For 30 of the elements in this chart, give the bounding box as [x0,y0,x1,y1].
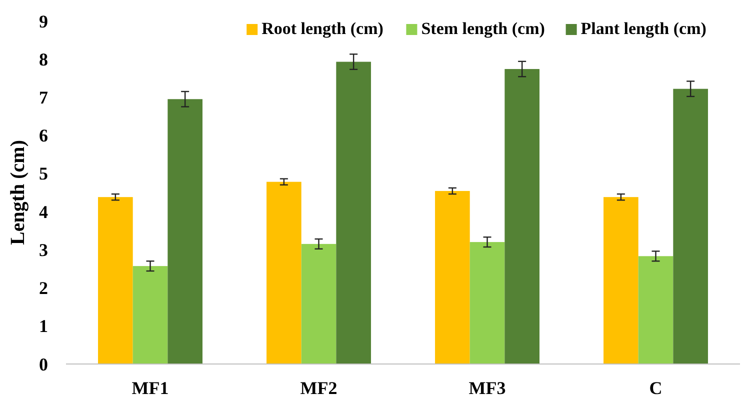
y-tick-label: 8 [39,49,48,70]
bar [98,197,133,364]
y-tick-label: 6 [39,126,48,146]
y-tick-label: 5 [39,164,48,184]
x-tick-label: MF3 [468,378,506,398]
bar [604,197,638,364]
y-tick-label: 3 [39,240,48,260]
x-tick-label: MF2 [300,378,338,398]
y-tick-label: 2 [39,278,48,298]
bar [132,266,168,364]
bar [504,69,540,364]
bar [168,99,202,364]
bar [336,62,371,364]
bar [435,190,470,364]
y-tick-label: 4 [39,202,48,222]
legend-label: Stem length (cm) [421,19,545,38]
y-tick-label: 7 [39,88,48,108]
x-tick-label: C [649,378,662,398]
bar [673,88,708,364]
y-tick-label: 0 [39,354,48,374]
legend-label: Plant length (cm) [580,19,706,38]
y-tick-label: 1 [39,316,48,336]
legend-label: Root length (cm) [262,19,384,38]
bar [638,256,674,364]
x-tick-label: MF1 [132,378,169,398]
bar [301,244,336,364]
y-axis-title: Length (cm) [7,140,29,245]
bar [470,242,505,364]
bar [266,182,302,364]
y-tick-label: 9 [39,11,48,32]
